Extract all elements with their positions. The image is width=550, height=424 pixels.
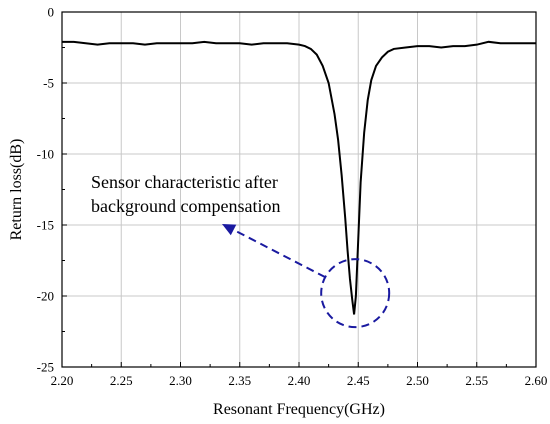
x-tick-label: 2.55 xyxy=(465,373,488,388)
ticks: 2.20 2.25 2.30 2.35 2.40 2.45 2.50 2.55 2.60 0 -5 -… xyxy=(37,5,548,389)
x-tick-label: 2.25 xyxy=(110,373,133,388)
x-axis-label: Resonant Frequency(GHz) xyxy=(213,401,385,418)
y-tick-label: 0 xyxy=(48,5,55,20)
annotation-text-line-2: background compensation xyxy=(91,196,280,216)
annotation: Sensor characteristic after background c… xyxy=(91,172,391,329)
x-tick-label: 2.40 xyxy=(288,373,311,388)
x-tick-label: 2.30 xyxy=(169,373,192,388)
y-tick-label: -10 xyxy=(37,147,54,162)
grid xyxy=(61,11,537,368)
return-loss-series-line xyxy=(62,40,536,315)
y-tick-label: -15 xyxy=(37,218,54,233)
x-tick-label: 2.50 xyxy=(406,373,429,388)
annotation-arrow-head xyxy=(222,224,237,236)
x-tick-label: 2.35 xyxy=(228,373,251,388)
annotation-arrow-line xyxy=(229,227,326,279)
x-tick-label: 2.45 xyxy=(347,373,370,388)
annotation-highlight-circle xyxy=(320,258,391,329)
x-tick-label: 2.60 xyxy=(525,373,548,388)
y-axis-label: Return loss(dB) xyxy=(8,139,25,241)
y-tick-label: -25 xyxy=(37,360,54,375)
y-tick-label: -5 xyxy=(43,76,54,91)
y-tick-label: -20 xyxy=(37,289,54,304)
annotation-text-line-1: Sensor characteristic after xyxy=(91,172,278,192)
x-tick-label: 2.20 xyxy=(51,373,74,388)
